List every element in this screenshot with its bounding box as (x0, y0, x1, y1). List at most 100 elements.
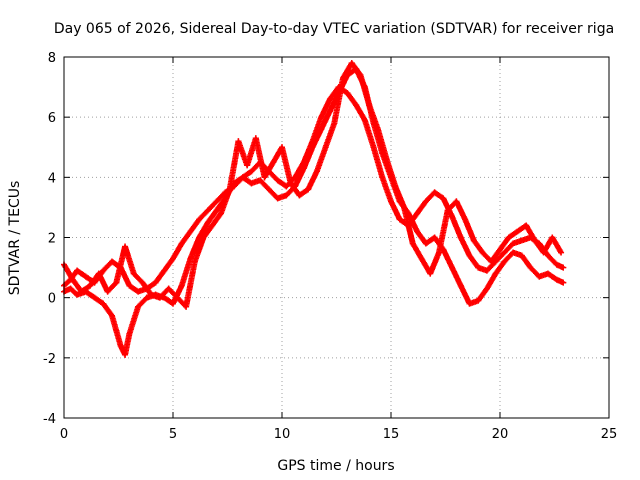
data-point (488, 258, 495, 265)
x-axis-label: GPS time / hours (277, 458, 394, 474)
data-point (239, 174, 246, 181)
data-point (265, 186, 272, 193)
x-tick-label: 25 (601, 427, 618, 442)
data-point (305, 186, 312, 193)
data-point (108, 312, 115, 319)
series-trace-c (61, 60, 565, 310)
data-point (462, 216, 469, 223)
data-point (449, 264, 456, 271)
data-point (279, 144, 285, 151)
data-point (544, 270, 551, 277)
data-point (204, 207, 211, 214)
chart-title: Day 065 of 2026, Sidereal Day-to-day VTE… (54, 21, 614, 37)
data-point (560, 279, 567, 286)
data-point (257, 177, 264, 184)
data-point (287, 180, 294, 187)
data-point (248, 168, 255, 175)
data-point (560, 264, 567, 271)
data-point (113, 327, 120, 334)
data-point (170, 255, 176, 262)
data-point (374, 126, 381, 133)
data-point (100, 267, 107, 274)
data-point (122, 243, 129, 250)
data-point (479, 249, 486, 256)
data-point (340, 75, 347, 82)
data-point (126, 282, 133, 289)
data-point (501, 249, 508, 256)
data-point (414, 228, 421, 235)
data-point (235, 138, 242, 145)
y-axis-label: SDTVAR / TECUs (7, 181, 23, 296)
data-point (130, 270, 137, 277)
data-point (523, 222, 530, 229)
data-point (296, 192, 303, 199)
data-point (388, 198, 394, 205)
data-point (209, 222, 216, 229)
data-point (226, 186, 233, 193)
data-point (544, 252, 551, 259)
y-tick-label: -2 (43, 352, 56, 367)
data-point (69, 276, 76, 283)
data-point (431, 234, 438, 241)
data-point (135, 303, 142, 310)
data-point (497, 246, 503, 253)
data-point (300, 165, 307, 172)
data-point (414, 210, 421, 217)
data-point (113, 279, 120, 286)
data-point (475, 297, 482, 304)
data-point (322, 144, 329, 151)
data-point (549, 234, 556, 241)
data-point (361, 117, 368, 124)
data-point (200, 234, 207, 241)
data-point (326, 108, 333, 115)
data-point (100, 300, 107, 307)
data-point (449, 213, 456, 220)
data-point (444, 207, 451, 214)
data-point (453, 198, 460, 205)
data-point (422, 240, 429, 247)
data-point (357, 72, 364, 79)
y-tick-label: 4 (48, 171, 56, 186)
data-point (104, 288, 111, 295)
x-tick-label: 10 (274, 427, 291, 442)
data-point (187, 255, 194, 262)
data-point (161, 267, 168, 274)
data-point (67, 285, 74, 292)
data-point (457, 234, 464, 241)
data-point (331, 120, 338, 127)
data-point (370, 144, 377, 151)
data-point (510, 249, 517, 256)
data-point (392, 183, 399, 190)
data-point (418, 255, 425, 262)
data-point (117, 342, 124, 349)
data-point (483, 285, 490, 292)
data-point (122, 351, 129, 358)
data-point (466, 300, 473, 307)
data-point (196, 216, 203, 223)
data-point (174, 294, 181, 301)
data-point (435, 249, 442, 256)
data-point (252, 135, 259, 142)
data-point (78, 288, 85, 295)
data-point (126, 330, 133, 337)
data-point (409, 240, 416, 247)
data-point (178, 240, 185, 247)
data-point (379, 174, 386, 181)
data-point (148, 291, 155, 298)
data-point (313, 168, 320, 175)
data-point (318, 114, 325, 121)
data-point (440, 195, 447, 202)
data-point (248, 180, 255, 187)
data-point (422, 198, 429, 205)
data-point (475, 264, 482, 271)
data-point (366, 102, 373, 109)
x-tick-label: 0 (60, 427, 68, 442)
data-point (492, 270, 499, 277)
data-point (383, 156, 390, 163)
data-point (505, 234, 512, 241)
data-point (143, 294, 150, 301)
data-point (457, 282, 464, 289)
data-point (401, 204, 408, 211)
data-point (518, 237, 525, 244)
data-point (518, 252, 525, 259)
